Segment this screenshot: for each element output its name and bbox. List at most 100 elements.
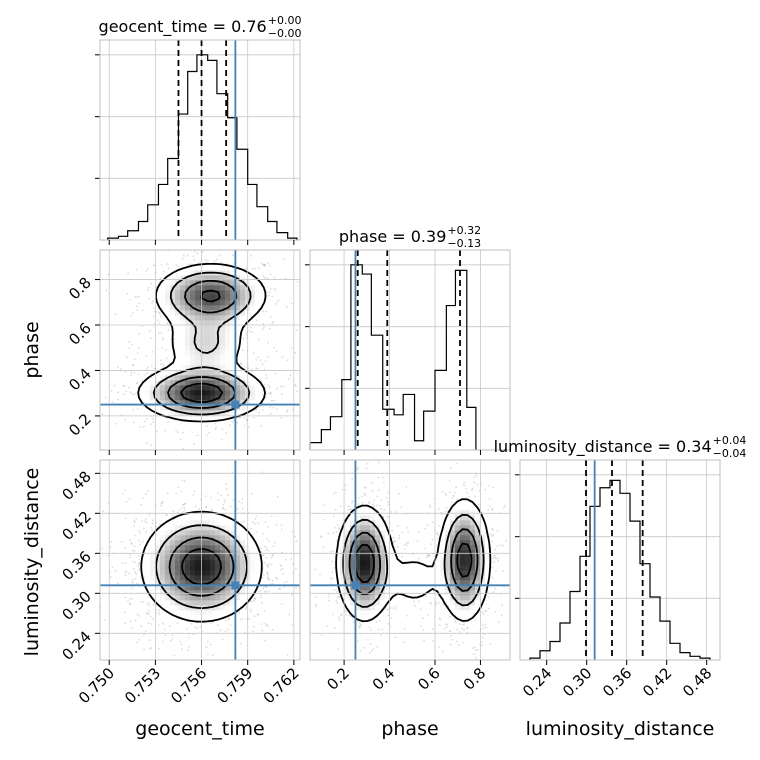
scatter-phase-dist-point xyxy=(429,504,431,507)
scatter-geocent-phase-density-cell xyxy=(200,385,206,391)
scatter-geocent-phase-point xyxy=(308,336,310,338)
scatter-phase-dist-point xyxy=(358,621,361,624)
scatter-geocent-phase-density-cell xyxy=(260,300,266,306)
scatter-phase-dist-point xyxy=(456,498,459,501)
scatter-geocent-dist-density-cell xyxy=(205,540,211,546)
scatter-geocent-dist-point xyxy=(280,603,283,606)
scatter-geocent-dist-point xyxy=(237,500,240,503)
scatter-geocent-phase-density-cell xyxy=(220,350,226,356)
scatter-geocent-phase-density-cell xyxy=(170,385,176,391)
scatter-geocent-dist-point xyxy=(265,586,268,589)
scatter-geocent-phase-density-cell xyxy=(195,285,201,291)
scatter-phase-dist-point xyxy=(371,503,374,506)
scatter-geocent-phase-density-cell xyxy=(180,365,186,371)
scatter-geocent-dist-density-cell xyxy=(210,600,216,606)
scatter-phase-dist-point xyxy=(383,481,385,484)
scatter-geocent-phase-point xyxy=(239,416,242,419)
scatter-geocent-phase-density-cell xyxy=(235,300,241,306)
scatter-phase-dist-point xyxy=(363,492,366,495)
scatter-geocent-phase-density-cell xyxy=(230,410,236,416)
scatter-geocent-phase-density-cell xyxy=(205,390,211,396)
scatter-geocent-phase-point xyxy=(205,261,208,263)
scatter-geocent-dist-density-cell xyxy=(210,540,216,546)
scatter-geocent-dist-point xyxy=(181,479,184,482)
scatter-geocent-phase-density-cell xyxy=(255,385,261,391)
scatter-geocent-dist-density-cell xyxy=(225,560,231,566)
scatter-geocent-phase-density-cell xyxy=(180,320,186,326)
scatter-geocent-phase-point xyxy=(187,263,190,266)
scatter-geocent-phase-point xyxy=(187,243,189,245)
scatter-geocent-dist-density-cell xyxy=(185,530,191,536)
scatter-geocent-dist-point xyxy=(183,509,186,512)
scatter-geocent-dist-point xyxy=(273,541,276,544)
scatter-phase-dist-point xyxy=(392,541,395,544)
scatter-geocent-phase-density-cell xyxy=(215,280,221,286)
scatter-geocent-phase-density-cell xyxy=(220,265,226,271)
scatter-geocent-dist-density-cell xyxy=(150,550,156,556)
scatter-geocent-dist-point xyxy=(259,590,262,592)
scatter-geocent-phase-point xyxy=(149,444,152,447)
scatter-geocent-dist-point xyxy=(192,494,195,496)
scatter-geocent-dist-point xyxy=(129,620,132,623)
scatter-geocent-dist-truth-marker xyxy=(231,581,240,590)
scatter-geocent-dist-point xyxy=(243,631,246,634)
scatter-phase-dist-point xyxy=(440,513,443,516)
scatter-geocent-phase-density-cell xyxy=(195,395,201,401)
scatter-phase-dist-point xyxy=(454,619,457,622)
scatter-geocent-dist-density-cell xyxy=(225,550,231,556)
scatter-phase-dist-point xyxy=(505,539,508,542)
scatter-geocent-phase-point xyxy=(135,382,138,385)
scatter-geocent-phase-point xyxy=(245,267,248,270)
scatter-geocent-phase-point xyxy=(142,425,145,428)
scatter-geocent-phase-density-cell xyxy=(200,360,206,366)
scatter-geocent-dist-density-cell xyxy=(150,580,156,586)
scatter-geocent-dist-density-cell xyxy=(165,545,171,551)
scatter-geocent-phase-density-cell xyxy=(160,290,166,296)
scatter-geocent-phase-density-cell xyxy=(230,355,236,361)
scatter-geocent-dist-density-cell xyxy=(230,545,236,551)
scatter-geocent-phase-density-cell xyxy=(145,390,151,396)
scatter-phase-dist-point xyxy=(348,614,351,617)
scatter-phase-dist-point xyxy=(327,599,330,602)
scatter-phase-dist-point xyxy=(394,608,397,611)
scatter-geocent-dist-contour-0 xyxy=(140,510,263,623)
scatter-geocent-dist-density-cell xyxy=(155,580,161,586)
scatter-geocent-phase-point xyxy=(291,408,294,411)
scatter-geocent-dist-point xyxy=(124,489,126,491)
scatter-geocent-phase-density-cell xyxy=(175,320,181,326)
scatter-phase-dist-point xyxy=(320,634,323,637)
scatter-phase-dist-point xyxy=(472,653,475,656)
scatter-geocent-phase-density-cell xyxy=(185,295,191,301)
scatter-geocent-phase-density-cell xyxy=(180,400,186,406)
scatter-geocent-dist-point xyxy=(143,527,145,530)
scatter-phase-dist-point xyxy=(393,540,396,543)
scatter-phase-dist-point xyxy=(332,532,335,534)
scatter-geocent-phase-density-cell xyxy=(255,295,261,301)
scatter-geocent-dist-density-cell xyxy=(195,560,201,566)
scatter-geocent-dist-density-cell xyxy=(225,605,231,611)
scatter-phase-dist-point xyxy=(445,494,448,497)
scatter-geocent-phase-density-cell xyxy=(170,380,176,386)
scatter-geocent-phase-density-cell xyxy=(195,335,201,341)
scatter-geocent-phase-density-cell xyxy=(240,395,246,401)
scatter-geocent-phase-point xyxy=(85,271,87,273)
scatter-geocent-dist-density-cell xyxy=(155,590,161,596)
scatter-geocent-dist-point xyxy=(129,597,131,600)
scatter-geocent-dist-density-cell xyxy=(200,580,206,586)
scatter-geocent-phase-density-cell xyxy=(230,330,236,336)
scatter-geocent-phase-density-cell xyxy=(240,305,246,311)
scatter-geocent-dist-density-cell xyxy=(160,580,166,586)
scatter-geocent-phase-point xyxy=(266,277,269,280)
scatter-geocent-dist-point xyxy=(149,647,152,650)
scatter-phase-dist-point xyxy=(349,508,352,511)
scatter-geocent-dist-density-cell xyxy=(200,595,206,601)
scatter-geocent-dist-density-cell xyxy=(225,565,231,571)
scatter-geocent-phase-density-cell xyxy=(155,400,161,406)
scatter-geocent-dist-density-cell xyxy=(195,570,201,576)
scatter-geocent-dist-contour-1 xyxy=(155,524,248,609)
scatter-geocent-dist-point xyxy=(150,616,152,618)
scatter-geocent-phase-density-cell xyxy=(180,395,186,401)
scatter-geocent-phase-density-cell xyxy=(190,270,196,276)
scatter-geocent-phase-density-cell xyxy=(225,285,231,291)
scatter-geocent-phase-density-cell xyxy=(165,285,171,291)
